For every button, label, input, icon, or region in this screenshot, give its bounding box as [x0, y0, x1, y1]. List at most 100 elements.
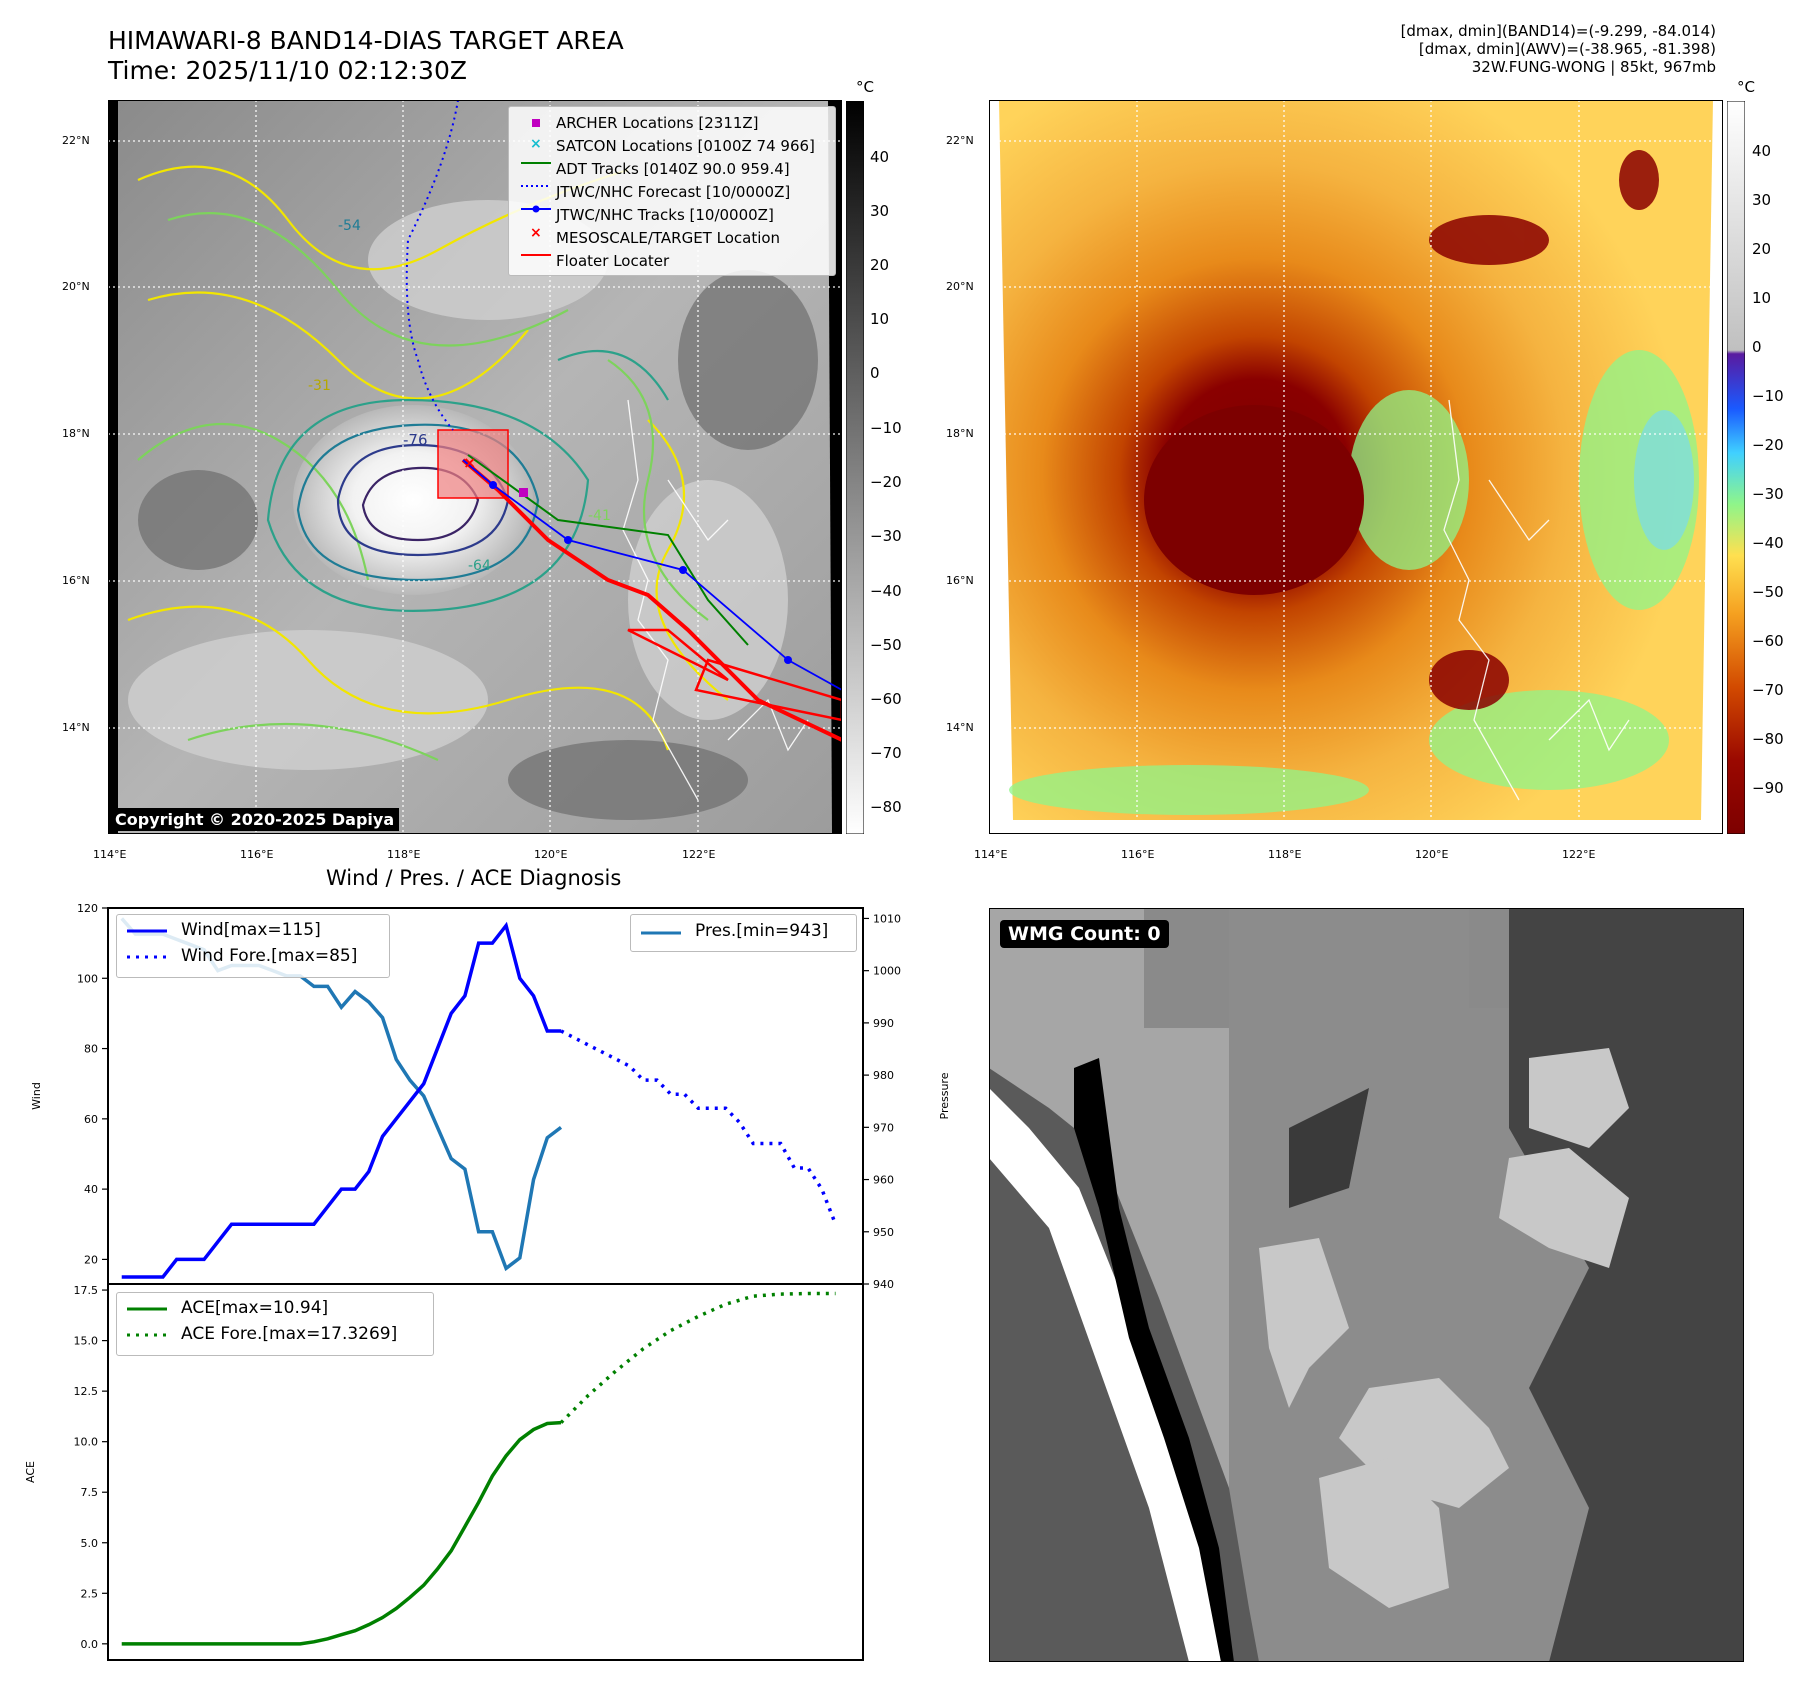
- color-tick-m70: −70: [1752, 681, 1784, 699]
- title-line1: HIMAWARI-8 BAND14-DIAS TARGET AREA: [108, 26, 624, 55]
- pressure-tick-label: 1000: [873, 965, 901, 978]
- floater-track: [461, 458, 842, 742]
- adt-track: [467, 454, 749, 646]
- legend-ace: ACE[max=10.94]: [181, 1298, 329, 1318]
- ace-tick-label: 10.0: [74, 1436, 99, 1449]
- ace-tick-label: 17.5: [74, 1284, 99, 1297]
- legend-ace-fore: ACE Fore.[max=17.3269]: [181, 1324, 398, 1344]
- wmg-panel: [989, 908, 1744, 1662]
- lat-14n-left: 14°N: [62, 721, 90, 734]
- archer-legend-marker: [532, 119, 540, 127]
- map-legend: × × ARCHER Locations [2311Z] SATCON Loca…: [508, 106, 836, 276]
- ace-tick-label: 7.5: [81, 1486, 99, 1499]
- legend-pres: Pres.[min=943]: [695, 921, 829, 941]
- wind-y-ticks: 20 40 60 80 100 120: [77, 902, 108, 1266]
- legend-adt: ADT Tracks [0140Z 90.0 959.4]: [556, 160, 790, 178]
- legend-archer: ARCHER Locations [2311Z]: [556, 114, 759, 132]
- ace-tick-label: 12.5: [74, 1385, 99, 1398]
- jtwc-track: [462, 459, 842, 691]
- gray-tick-0: 0: [870, 364, 880, 382]
- color-tick-20: 20: [1752, 240, 1772, 258]
- color-tick-0: 0: [1752, 338, 1762, 356]
- lat-18n-right: 18°N: [946, 427, 974, 440]
- contour-label-3: -54: [338, 218, 361, 234]
- lon-122e-left: 122°E: [682, 848, 716, 861]
- legend-jtwc-tracks: JTWC/NHC Tracks [10/0000Z]: [556, 206, 774, 224]
- ace-forecast-line: [559, 1291, 836, 1424]
- legend-floater: Floater Locater: [556, 252, 670, 270]
- color-tick-m60: −60: [1752, 632, 1784, 650]
- gray-tick-m60: −60: [870, 690, 902, 708]
- gray-tick-m30: −30: [870, 527, 902, 545]
- diagnosis-title: Wind / Pres. / ACE Diagnosis: [326, 866, 622, 890]
- gray-tick-m80: −80: [870, 798, 902, 816]
- gray-tick-m20: −20: [870, 473, 902, 491]
- contour-label-2: -64: [468, 558, 491, 574]
- wind-legend-markers: [127, 929, 167, 959]
- ace-axes-frame: [107, 1283, 864, 1661]
- ace-ylabel: ACE: [24, 1461, 37, 1483]
- ace-tick-label: 2.5: [81, 1587, 99, 1600]
- legend-satcon: SATCON Locations [0100Z 74 966]: [556, 137, 815, 155]
- color-tick-m20: −20: [1752, 436, 1784, 454]
- stats-block: [dmax, dmin](BAND14)=(-9.299, -84.014) […: [1401, 22, 1716, 76]
- contour-label-5: -41: [588, 508, 611, 524]
- ace-tick-label: 5.0: [81, 1537, 99, 1550]
- color-tick-m80: −80: [1752, 730, 1784, 748]
- gray-colorbar-unit: °C: [856, 78, 874, 96]
- wind-line: [121, 921, 561, 1279]
- pressure-tick-label: 950: [873, 1226, 894, 1239]
- gray-tick-m70: −70: [870, 744, 902, 762]
- lon-114e-right: 114°E: [974, 848, 1008, 861]
- lon-118e-right: 118°E: [1268, 848, 1302, 861]
- lon-120e-right: 120°E: [1415, 848, 1449, 861]
- lat-20n-right: 20°N: [946, 280, 974, 293]
- pressure-tick-label: 1010: [873, 912, 901, 925]
- lat-20n-left: 20°N: [62, 280, 90, 293]
- gray-tick-m10: −10: [870, 419, 902, 437]
- lon-118e-left: 118°E: [387, 848, 421, 861]
- ace-legend: ACE[max=10.94] ACE Fore.[max=17.3269]: [116, 1292, 434, 1356]
- lon-114e-left: 114°E: [93, 848, 127, 861]
- lat-16n-left: 16°N: [62, 574, 90, 587]
- pressure-tick-label: 990: [873, 1017, 894, 1030]
- ace-tick-label: 15.0: [74, 1335, 99, 1348]
- legend-wind: Wind[max=115]: [181, 920, 321, 940]
- gray-tick-m50: −50: [870, 636, 902, 654]
- lon-122e-right: 122°E: [1562, 848, 1596, 861]
- ace-line: [121, 1420, 562, 1646]
- lat-22n-left: 22°N: [62, 134, 90, 147]
- color-tick-m10: −10: [1752, 387, 1784, 405]
- color-tick-m50: −50: [1752, 583, 1784, 601]
- copyright-badge: Copyright © 2020-2025 Dapiya: [110, 808, 400, 831]
- lat-22n-right: 22°N: [946, 134, 974, 147]
- ace-tick-label: 0.0: [81, 1638, 99, 1651]
- color-tick-40: 40: [1752, 142, 1772, 160]
- wind-legend: Wind[max=115] Wind Fore.[max=85]: [116, 914, 390, 978]
- color-tick-30: 30: [1752, 191, 1772, 209]
- wmg-count-badge: WMG Count: 0: [1000, 920, 1169, 948]
- ace-y-ticks: 0.0 2.5 5.0 7.5 10.0 12.5 15.0 17.5: [74, 1284, 108, 1651]
- gray-tick-40: 40: [870, 148, 890, 166]
- pressure-tick-label: 970: [873, 1121, 894, 1134]
- wind-tick-label: 120: [77, 902, 98, 915]
- ace-legend-markers: [127, 1307, 167, 1337]
- gray-tick-m40: −40: [870, 582, 902, 600]
- lat-16n-right: 16°N: [946, 574, 974, 587]
- lat-18n-left: 18°N: [62, 427, 90, 440]
- wind-tick-label: 80: [84, 1043, 98, 1056]
- lon-120e-left: 120°E: [534, 848, 568, 861]
- pressure-y-ticks: 940 950 960 970 980 990 1000 1010: [863, 912, 901, 1291]
- pressure-tick-label: 980: [873, 1069, 894, 1082]
- color-tick-10: 10: [1752, 289, 1772, 307]
- archer-marker: [519, 488, 528, 497]
- wind-tick-label: 40: [84, 1183, 98, 1196]
- title-line2: Time: 2025/11/10 02:12:30Z: [108, 56, 467, 85]
- color-tick-m40: −40: [1752, 534, 1784, 552]
- gray-colorbar: [846, 101, 864, 834]
- map-legend-markers: × ×: [521, 119, 551, 256]
- pressure-tick-label: 960: [873, 1174, 894, 1187]
- stats-band14: [dmax, dmin](BAND14)=(-9.299, -84.014): [1400, 22, 1716, 40]
- gray-tick-20: 20: [870, 256, 890, 274]
- lon-116e-left: 116°E: [240, 848, 274, 861]
